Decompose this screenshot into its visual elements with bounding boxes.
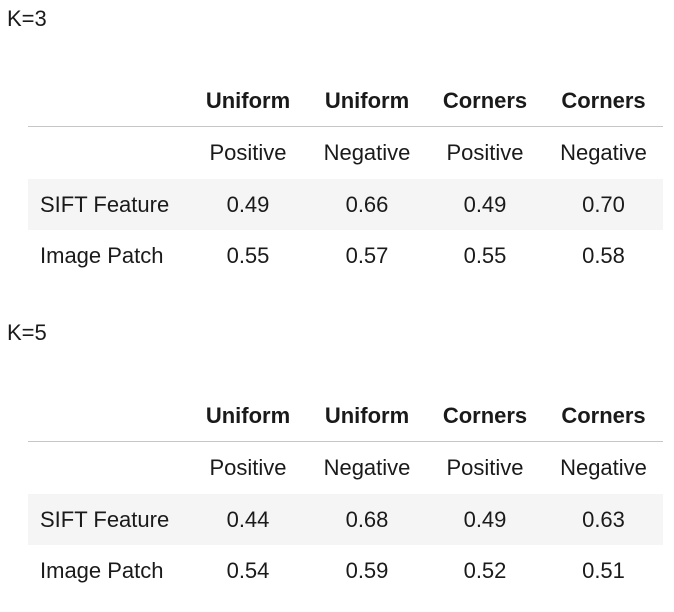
- subheader-cell: Negative: [560, 140, 647, 165]
- subheader-row: Positive Negative Positive Negative: [28, 127, 663, 180]
- value-cell: 0.66: [308, 179, 426, 230]
- value-cell: 0.68: [308, 494, 426, 545]
- header-row: Uniform Uniform Corners Corners: [28, 389, 663, 442]
- value-cell: 0.54: [226, 557, 270, 583]
- value-cell: 0.57: [345, 242, 389, 268]
- column-header: Uniform: [308, 74, 426, 127]
- column-header: Uniform: [308, 389, 426, 442]
- value-cell: 0.55: [463, 242, 507, 268]
- column-header: Corners: [544, 389, 663, 442]
- subheader-cell: Positive: [209, 455, 287, 480]
- table-row: Image Patch 0.55 0.57 0.55 0.58: [28, 230, 663, 281]
- subheader-cell: Positive: [446, 455, 524, 480]
- subheader-cell: Negative: [323, 455, 411, 480]
- column-header: Uniform: [188, 74, 308, 127]
- value-cell: 0.44: [188, 494, 308, 545]
- value-cell: 0.49: [188, 179, 308, 230]
- table-row: SIFT Feature 0.44 0.68 0.49 0.63: [28, 494, 663, 545]
- subheader-cell-blank: [28, 127, 188, 180]
- section-label-k3: K=3: [7, 6, 47, 31]
- value-cell: 0.49: [426, 179, 544, 230]
- row-label: SIFT Feature: [28, 494, 188, 545]
- value-cell: 0.49: [426, 494, 544, 545]
- column-header: Corners: [426, 74, 544, 127]
- row-label: Image Patch: [40, 557, 164, 583]
- subheader-row: Positive Negative Positive Negative: [28, 442, 663, 495]
- header-row: Uniform Uniform Corners Corners: [28, 74, 663, 127]
- value-cell: 0.55: [226, 242, 270, 268]
- table-row: Image Patch 0.54 0.59 0.52 0.51: [28, 545, 663, 596]
- results-table-k3: Uniform Uniform Corners Corners Positive…: [28, 74, 663, 281]
- row-label: Image Patch: [40, 242, 164, 268]
- subheader-cell: Negative: [560, 455, 647, 480]
- table-row: SIFT Feature 0.49 0.66 0.49 0.70: [28, 179, 663, 230]
- results-table-k5: Uniform Uniform Corners Corners Positive…: [28, 389, 663, 596]
- column-header: Corners: [544, 74, 663, 127]
- column-header: Uniform: [188, 389, 308, 442]
- value-cell: 0.51: [582, 557, 625, 583]
- subheader-cell: Positive: [209, 140, 287, 165]
- subheader-cell: Positive: [446, 140, 524, 165]
- subheader-cell-blank: [28, 442, 188, 495]
- column-header-blank: [28, 389, 188, 442]
- subheader-cell: Negative: [323, 140, 411, 165]
- value-cell: 0.63: [544, 494, 663, 545]
- column-header-blank: [28, 74, 188, 127]
- value-cell: 0.59: [345, 557, 389, 583]
- section-label-k5: K=5: [7, 320, 47, 345]
- column-header: Corners: [426, 389, 544, 442]
- row-label: SIFT Feature: [28, 179, 188, 230]
- value-cell: 0.58: [582, 242, 625, 268]
- value-cell: 0.70: [544, 179, 663, 230]
- value-cell: 0.52: [463, 557, 507, 583]
